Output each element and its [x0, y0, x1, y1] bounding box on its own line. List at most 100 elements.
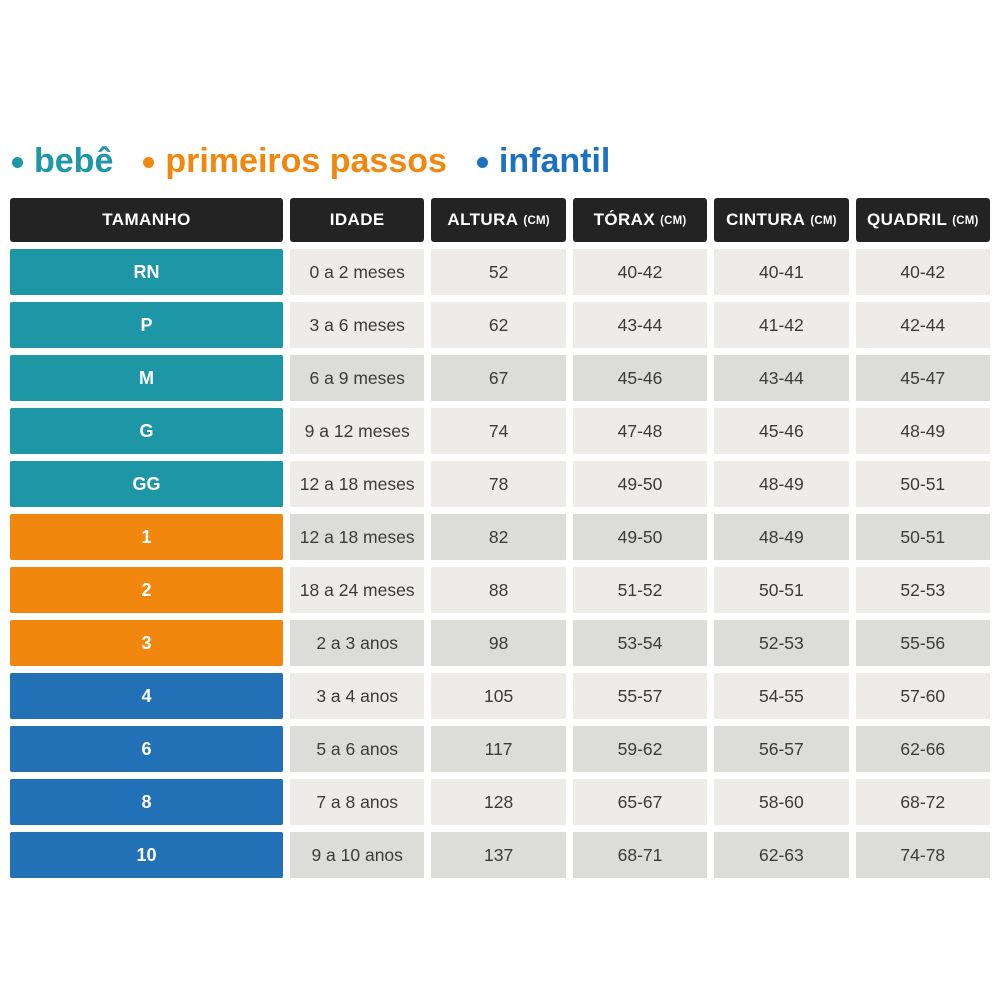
cell-cintura: 40-41	[714, 249, 849, 295]
legend-label: infantil	[498, 142, 611, 180]
cell-quadril: 68-72	[855, 779, 990, 825]
cell-quadril: 45-47	[855, 355, 990, 401]
cell-altura: 52	[431, 249, 566, 295]
cell-cintura: 50-51	[714, 567, 849, 613]
cell-torax: 49-50	[572, 514, 708, 560]
legend-item: primeiros passos	[143, 144, 447, 178]
bullet-icon	[476, 157, 488, 168]
size-cell: 2	[10, 567, 283, 613]
cell-altura: 105	[431, 673, 566, 719]
cell-altura: 67	[431, 355, 566, 401]
cell-quadril: 74-78	[855, 832, 990, 878]
size-cell: 6	[10, 726, 283, 772]
cell-cintura: 48-49	[714, 461, 849, 507]
cell-quadril: 50-51	[855, 514, 990, 560]
legend-item: infantil	[476, 142, 611, 180]
cell-idade: 18 a 24 meses	[290, 567, 425, 613]
size-cell: 8	[10, 779, 283, 825]
size-cell: M	[10, 355, 283, 401]
cell-altura: 98	[431, 620, 566, 666]
cell-torax: 65-67	[572, 779, 708, 825]
cell-cintura: 43-44	[714, 355, 849, 401]
cell-quadril: 50-51	[855, 461, 990, 507]
size-cell: G	[10, 408, 283, 454]
cell-idade: 6 a 9 meses	[290, 355, 425, 401]
cell-quadril: 40-42	[855, 249, 990, 295]
column-header-label: QUADRIL	[866, 210, 948, 229]
legend-label: bebê	[34, 142, 114, 180]
column-header-unit: (CM)	[952, 215, 979, 227]
cell-torax: 47-48	[572, 408, 708, 454]
cell-cintura: 54-55	[714, 673, 849, 719]
cell-cintura: 56-57	[714, 726, 849, 772]
cell-idade: 3 a 6 meses	[290, 302, 425, 348]
cell-cintura: 48-49	[714, 514, 849, 560]
cell-quadril: 62-66	[855, 726, 990, 772]
size-cell: GG	[10, 461, 283, 507]
cell-torax: 45-46	[572, 355, 708, 401]
column-header: TÓRAX (CM)	[572, 198, 708, 242]
legend-label: primeiros passos	[165, 142, 447, 180]
cell-quadril: 48-49	[855, 408, 990, 454]
cell-quadril: 52-53	[855, 567, 990, 613]
column-header-label: TAMANHO	[102, 210, 191, 229]
cell-torax: 55-57	[572, 673, 708, 719]
size-cell: 3	[10, 620, 283, 666]
cell-idade: 9 a 10 anos	[290, 832, 425, 878]
cell-cintura: 45-46	[714, 408, 849, 454]
cell-torax: 68-71	[572, 832, 708, 878]
legend: bebê primeiros passos infantil	[12, 144, 610, 178]
cell-cintura: 41-42	[714, 302, 849, 348]
cell-altura: 82	[431, 514, 566, 560]
size-cell: 4	[10, 673, 283, 719]
column-header-label: IDADE	[329, 210, 385, 229]
column-header-label: ALTURA	[447, 210, 519, 229]
cell-altura: 74	[431, 408, 566, 454]
cell-idade: 2 a 3 anos	[290, 620, 425, 666]
cell-idade: 12 a 18 meses	[290, 514, 425, 560]
cell-torax: 49-50	[572, 461, 708, 507]
column-header: QUADRIL (CM)	[855, 198, 990, 242]
size-cell: 10	[10, 832, 283, 878]
size-table: TAMANHO IDADE ALTURA (CM) TÓRAX (CM) CINTURA (C…	[10, 198, 990, 878]
column-header: ALTURA (CM)	[431, 198, 566, 242]
cell-idade: 9 a 12 meses	[290, 408, 425, 454]
cell-idade: 3 a 4 anos	[290, 673, 425, 719]
column-header-unit: (CM)	[523, 215, 550, 227]
cell-altura: 128	[431, 779, 566, 825]
cell-cintura: 62-63	[714, 832, 849, 878]
cell-cintura: 58-60	[714, 779, 849, 825]
cell-idade: 7 a 8 anos	[290, 779, 425, 825]
column-header: TAMANHO	[10, 198, 283, 242]
cell-quadril: 55-56	[855, 620, 990, 666]
size-cell: P	[10, 302, 283, 348]
cell-torax: 40-42	[572, 249, 708, 295]
legend-item: bebê	[12, 144, 113, 178]
cell-altura: 88	[431, 567, 566, 613]
cell-idade: 12 a 18 meses	[290, 461, 425, 507]
column-header-label: CINTURA	[726, 210, 806, 229]
cell-torax: 51-52	[572, 567, 708, 613]
size-cell: RN	[10, 249, 283, 295]
column-header: CINTURA (CM)	[714, 198, 849, 242]
cell-idade: 0 a 2 meses	[290, 249, 425, 295]
cell-torax: 43-44	[572, 302, 708, 348]
cell-idade: 5 a 6 anos	[290, 726, 425, 772]
column-header-unit: (CM)	[810, 215, 837, 227]
column-header-label: TÓRAX	[593, 210, 656, 229]
cell-torax: 53-54	[572, 620, 708, 666]
cell-altura: 117	[431, 726, 566, 772]
cell-altura: 62	[431, 302, 566, 348]
cell-quadril: 42-44	[855, 302, 990, 348]
column-header: IDADE	[290, 198, 425, 242]
cell-cintura: 52-53	[714, 620, 849, 666]
size-cell: 1	[10, 514, 283, 560]
bullet-icon	[12, 157, 23, 168]
cell-quadril: 57-60	[855, 673, 990, 719]
column-header-unit: (CM)	[660, 215, 687, 227]
cell-torax: 59-62	[572, 726, 708, 772]
cell-altura: 137	[431, 832, 566, 878]
cell-altura: 78	[431, 461, 566, 507]
bullet-icon	[143, 157, 155, 168]
